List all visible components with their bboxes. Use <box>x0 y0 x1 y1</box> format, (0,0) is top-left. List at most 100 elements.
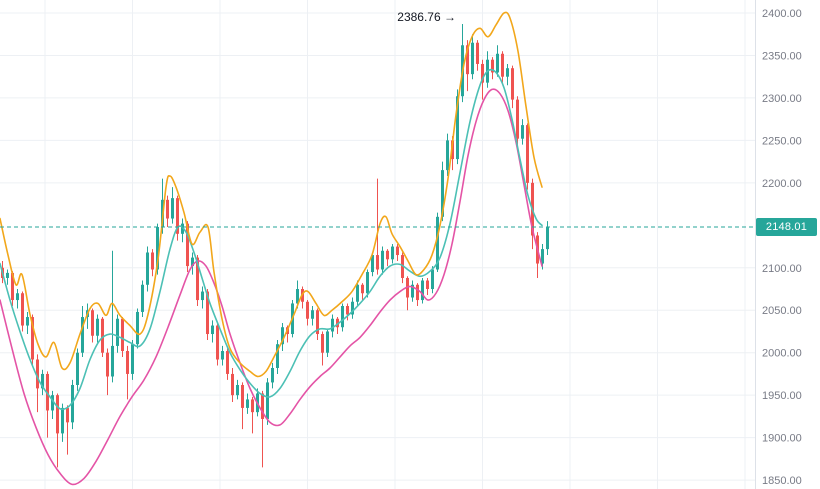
candle-body <box>501 53 504 77</box>
price-tick-label: 2300.00 <box>762 93 802 105</box>
price-axis[interactable]: 2400.00 2350.00 2300.00 2250.00 2200.00 2100.… <box>755 0 802 489</box>
price-tick-label: 2250.00 <box>762 135 802 147</box>
candle-body <box>451 140 454 160</box>
candle-body <box>51 395 54 411</box>
candle-body <box>201 291 204 301</box>
candle-body <box>126 351 129 374</box>
candle-body <box>466 45 469 75</box>
candle-body <box>311 310 314 319</box>
candle-body <box>541 249 544 264</box>
candle-body <box>241 384 244 408</box>
candle-body <box>146 252 149 285</box>
candle-body <box>546 227 549 250</box>
candle-body <box>391 246 394 260</box>
candle-body <box>381 250 384 270</box>
candle-body <box>336 318 339 328</box>
candles-layer <box>1 24 549 468</box>
candle-body <box>176 198 179 234</box>
candle-body <box>516 99 519 139</box>
candle-body <box>511 68 514 100</box>
candle-body <box>166 199 169 219</box>
candle-body <box>371 255 374 273</box>
candle-body <box>496 53 499 73</box>
price-tick-label: 2100.00 <box>762 263 802 275</box>
candle-body <box>121 318 124 352</box>
candle-body <box>221 351 224 360</box>
candle-body <box>296 289 299 304</box>
candle-body <box>526 125 529 183</box>
candle-body <box>411 284 414 298</box>
candle-body <box>281 327 284 345</box>
candle-body <box>91 310 94 336</box>
price-tick-label: 1900.00 <box>762 433 802 445</box>
candle-body <box>21 293 24 326</box>
candle-body <box>111 345 114 377</box>
candle-body <box>66 407 69 423</box>
candle-body <box>31 317 34 360</box>
candle-body <box>316 310 319 335</box>
candle-body <box>16 293 19 301</box>
candle-body <box>81 317 84 353</box>
price-tick-label: 2200.00 <box>762 178 802 190</box>
candle-body <box>236 384 239 396</box>
price-tick-label: 2350.00 <box>762 50 802 62</box>
candle-body <box>441 170 444 217</box>
candle-body <box>366 272 369 294</box>
candle-body <box>266 382 269 419</box>
candle-body <box>346 305 349 315</box>
candle-body <box>426 280 429 290</box>
candle-body <box>181 223 184 234</box>
candle-body <box>491 59 494 73</box>
ma-mid-teal-line <box>0 68 543 411</box>
candle-body <box>196 257 199 301</box>
candle-body <box>421 280 424 301</box>
ma-fast-yellow-line <box>0 11 543 378</box>
candle-body <box>476 42 479 64</box>
candle-body <box>216 325 219 360</box>
candle-body <box>436 216 439 270</box>
candle-body <box>156 227 159 270</box>
candle-body <box>326 331 329 353</box>
candle-body <box>106 352 109 377</box>
candle-body <box>246 399 249 408</box>
candle-body <box>416 284 419 301</box>
candle-body <box>36 359 39 389</box>
candle-body <box>171 198 174 219</box>
candle-body <box>6 272 9 278</box>
candle-body <box>341 305 344 328</box>
candle-body <box>116 318 119 346</box>
candle-body <box>101 318 104 353</box>
candle-body <box>331 318 334 332</box>
candle-body <box>506 68 509 77</box>
candle-body <box>446 140 449 171</box>
candle-body <box>271 367 274 383</box>
candle-body <box>321 334 324 353</box>
price-tick-label: 2400.00 <box>762 8 802 20</box>
candle-body <box>226 351 229 374</box>
candle-body <box>386 250 389 260</box>
price-annotation: 2386.76 → <box>397 10 456 24</box>
ma-slow-pink-line <box>0 88 543 486</box>
candle-body <box>131 344 134 374</box>
candle-body <box>481 63 484 83</box>
candle-body <box>11 272 14 301</box>
candle-body <box>396 246 399 256</box>
candle-body <box>376 255 379 270</box>
candle-body <box>41 373 44 389</box>
candle-body <box>261 393 264 419</box>
candle-body <box>211 325 214 335</box>
candle-body <box>26 317 29 326</box>
last-price-label: 2148.01 <box>756 218 817 236</box>
candle-body <box>96 318 99 336</box>
candle-body <box>76 352 79 385</box>
candle-body <box>431 269 434 290</box>
candle-body <box>251 399 254 413</box>
candle-body <box>471 42 474 75</box>
price-tick-label: 2000.00 <box>762 348 802 360</box>
candle-body <box>356 284 359 302</box>
candle-body <box>46 373 49 411</box>
candle-body <box>141 284 144 312</box>
candle-body <box>206 291 209 335</box>
